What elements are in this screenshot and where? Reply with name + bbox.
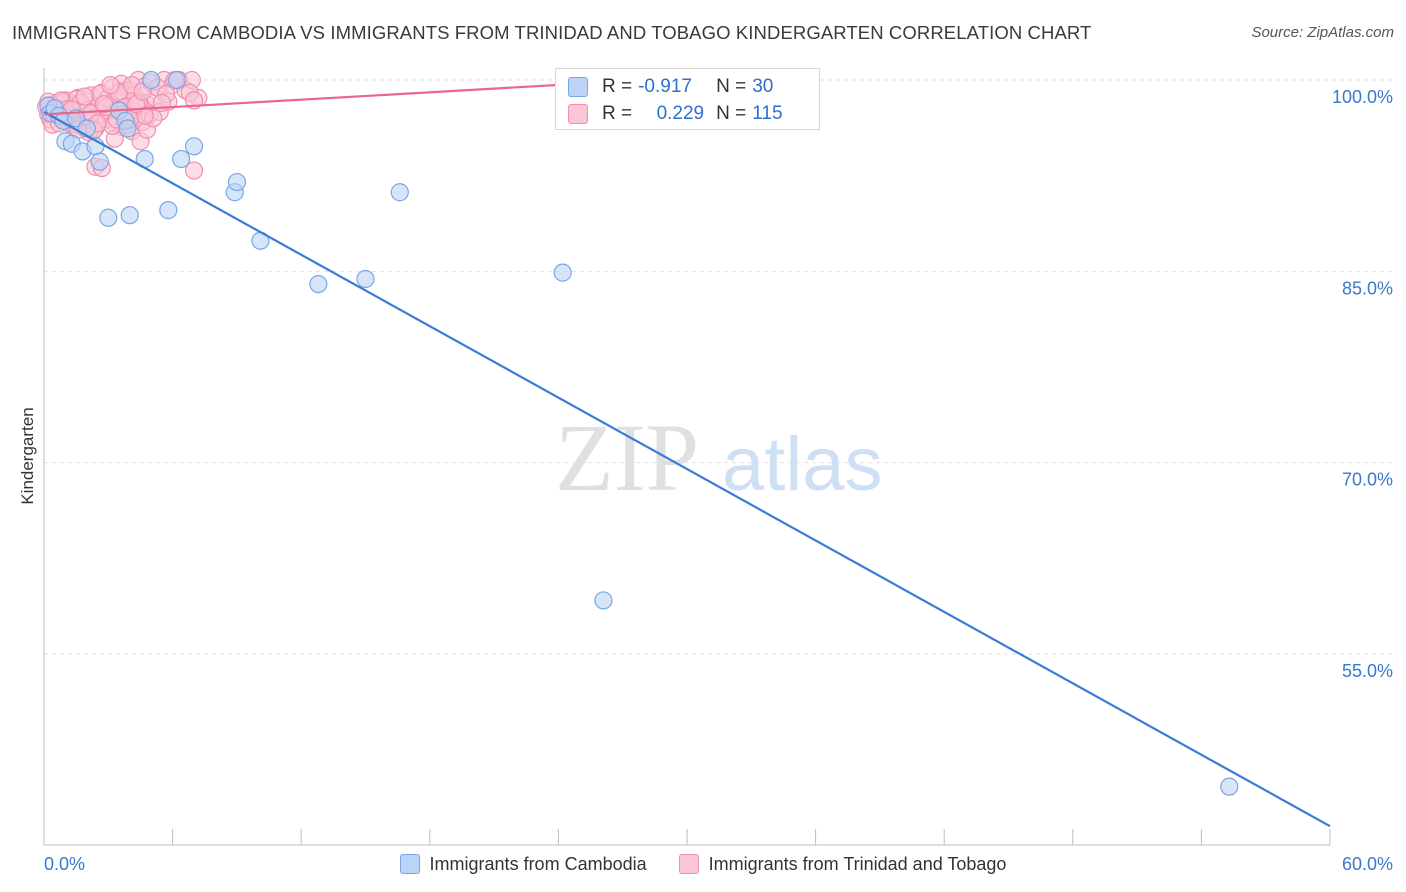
source-label: Source: ZipAtlas.com bbox=[1251, 24, 1394, 41]
r-value-cambodia: -0.917 bbox=[638, 76, 692, 97]
watermark-atlas: atlas bbox=[722, 422, 883, 507]
data-point bbox=[77, 119, 96, 138]
data-point bbox=[118, 119, 137, 138]
data-point bbox=[594, 591, 613, 610]
x-tick-label-max: 60.0% bbox=[1342, 854, 1393, 874]
stats-legend-box: R = -0.917 N = 30 R = 0.229 N = 115 bbox=[555, 68, 820, 130]
n-value-trinidad: 115 bbox=[752, 103, 783, 124]
cambodia-swatch bbox=[568, 77, 588, 97]
n-label: N = bbox=[716, 103, 747, 124]
data-point bbox=[159, 201, 178, 220]
data-point bbox=[75, 87, 94, 106]
data-point bbox=[390, 183, 409, 202]
y-axis-label: Kindergarten bbox=[18, 407, 37, 505]
data-point bbox=[172, 149, 191, 169]
legend-label-cambodia: Immigrants from Cambodia bbox=[429, 853, 647, 874]
data-point bbox=[553, 263, 572, 282]
legend-item-cambodia[interactable]: Immigrants from Cambodia bbox=[399, 853, 647, 875]
data-point bbox=[227, 172, 246, 192]
r-label: R = bbox=[602, 76, 633, 97]
x-tick-label-min: 0.0% bbox=[44, 854, 85, 874]
data-point bbox=[101, 76, 120, 95]
data-point bbox=[120, 206, 139, 225]
stats-row-cambodia: R = -0.917 N = 30 bbox=[568, 74, 773, 100]
data-point bbox=[184, 161, 204, 180]
n-label: N = bbox=[716, 76, 747, 97]
data-point bbox=[356, 269, 375, 289]
r-label: R = bbox=[602, 103, 633, 124]
watermark-zip: ZIP bbox=[555, 404, 699, 511]
data-point bbox=[142, 70, 161, 90]
data-point bbox=[94, 95, 114, 114]
r-value-trinidad: 0.229 bbox=[656, 103, 705, 124]
legend-swatch-trinidad bbox=[678, 854, 699, 874]
data-point bbox=[167, 70, 186, 90]
n-value-cambodia: 30 bbox=[752, 76, 774, 97]
trend-line-cambodia bbox=[43, 110, 1331, 828]
y-tick-label: 85.0% bbox=[1342, 278, 1393, 298]
series-cambodia-points bbox=[39, 70, 1239, 796]
series-legend: Immigrants from Cambodia Immigrants from… bbox=[0, 852, 1406, 876]
data-point bbox=[99, 208, 118, 227]
legend-label-trinidad: Immigrants from Trinidad and Tobago bbox=[708, 853, 1007, 874]
legend-swatch-cambodia bbox=[399, 854, 420, 874]
y-tick-labels: 100.0% 85.0% 70.0% 55.0% bbox=[1332, 87, 1393, 681]
y-tick-label: 70.0% bbox=[1342, 470, 1393, 490]
trend-line-trinidad bbox=[43, 78, 645, 116]
axes bbox=[43, 68, 1331, 846]
trend-lines bbox=[43, 78, 1331, 828]
y-tick-label: 100.0% bbox=[1332, 87, 1393, 107]
chart-title: IMMIGRANTS FROM CAMBODIA VS IMMIGRANTS F… bbox=[12, 22, 1092, 43]
legend-item-trinidad[interactable]: Immigrants from Trinidad and Tobago bbox=[678, 853, 1007, 875]
grid-lines bbox=[44, 79, 1395, 655]
trinidad-swatch bbox=[568, 104, 588, 124]
y-tick-label: 55.0% bbox=[1342, 661, 1393, 681]
data-point bbox=[90, 152, 109, 171]
stats-row-trinidad: R = 0.229 N = 115 bbox=[568, 101, 783, 127]
data-point bbox=[309, 274, 328, 294]
data-point bbox=[1220, 777, 1239, 796]
data-point bbox=[184, 137, 204, 156]
